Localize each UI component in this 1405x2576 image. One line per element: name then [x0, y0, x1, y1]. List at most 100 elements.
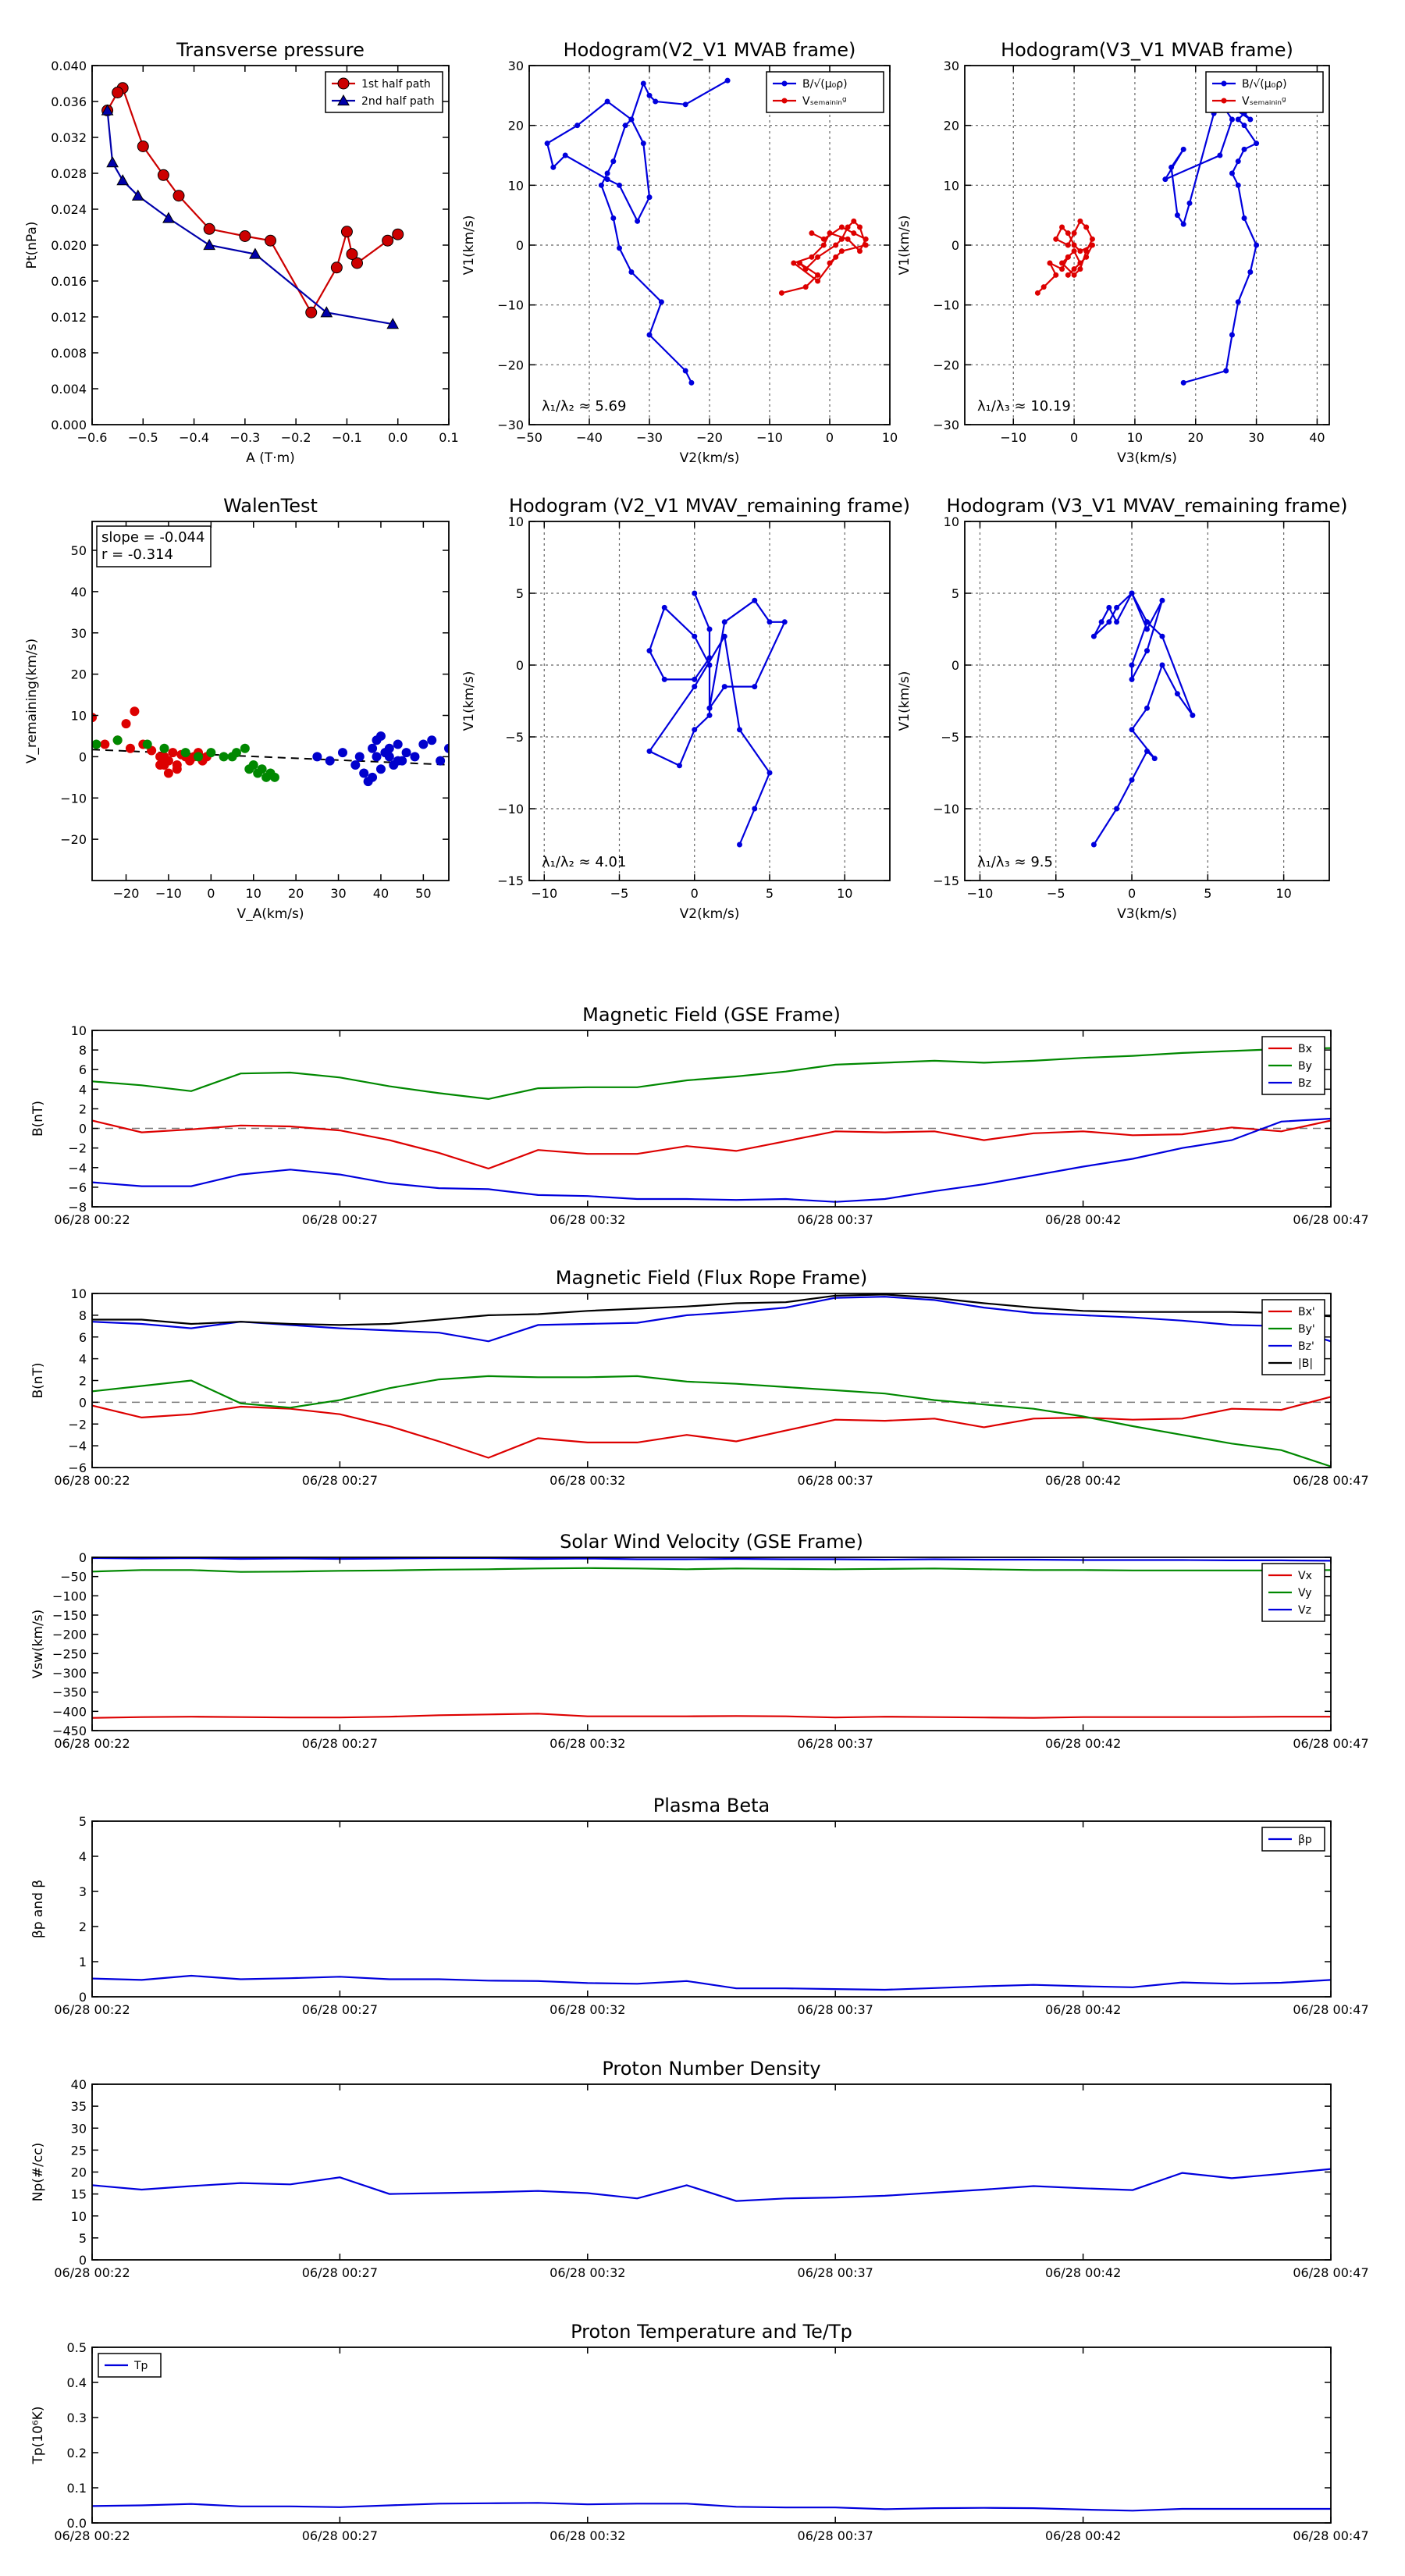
data-point — [781, 619, 788, 625]
x-tick-label: −0.2 — [281, 430, 311, 445]
y-tick-label: 2 — [79, 1920, 87, 1934]
y-tick-label: −10 — [497, 298, 524, 313]
chart-title: Proton Number Density — [602, 2058, 820, 2080]
y-tick-label: 0 — [79, 1550, 87, 1565]
data-point — [845, 224, 851, 230]
data-point — [845, 236, 851, 242]
scatter-point — [418, 739, 429, 749]
data-point — [1071, 230, 1077, 237]
data-point — [721, 684, 727, 690]
data-point — [640, 80, 646, 87]
series-bz--line — [92, 1296, 1331, 1343]
data-point — [1223, 368, 1229, 374]
y-tick-label: −350 — [52, 1685, 87, 1700]
data-point — [1229, 332, 1235, 338]
data-layer — [92, 1557, 1331, 1719]
scatter-point — [359, 768, 369, 778]
data-point — [646, 748, 653, 754]
x-tick-label: 06/28 00:42 — [1045, 1473, 1121, 1488]
scatter-point — [206, 748, 216, 758]
data-point — [617, 182, 622, 188]
x-tick-label: 10 — [1275, 886, 1291, 901]
x-tick-label: 06/28 00:42 — [1045, 2002, 1121, 2017]
scatter-point — [163, 768, 173, 778]
scatter-point — [244, 764, 254, 774]
series-vy-line — [92, 1567, 1331, 1573]
x-tick-label: −10 — [155, 886, 182, 901]
scatter-point — [375, 731, 386, 741]
data-layer — [92, 2502, 1331, 2512]
x-tick-label: 06/28 00:37 — [798, 1212, 873, 1227]
x-tick-label: 40 — [1309, 430, 1325, 445]
y-tick-label: 0.040 — [51, 59, 87, 73]
chart-proton_number_density: Proton Number Density 06/28 00:22 06/28 00… — [30, 2058, 1369, 2280]
data-point — [1241, 215, 1247, 221]
y-tick-label: −10 — [933, 802, 959, 817]
legend-marker — [781, 98, 788, 104]
data-point — [838, 248, 845, 254]
x-tick-label: 06/28 00:27 — [302, 2528, 378, 2543]
scatter-point — [142, 739, 152, 749]
x-tick-label: 06/28 00:42 — [1045, 1212, 1121, 1227]
scatter-point — [375, 764, 386, 774]
legend-label: 2nd half path — [361, 95, 435, 108]
x-tick-label: 06/28 00:32 — [550, 2528, 625, 2543]
data-point — [1065, 230, 1071, 237]
y-tick-label: 0 — [79, 1122, 87, 1137]
data-point — [692, 633, 698, 639]
data-point — [1083, 248, 1090, 254]
data-layer — [92, 1974, 1331, 1991]
y-tick-label: 2 — [79, 1101, 87, 1116]
y-tick-label: 30 — [71, 626, 87, 641]
x-tick-label: 06/28 00:27 — [302, 2265, 378, 2280]
y-tick-label: −400 — [52, 1704, 87, 1719]
x-tick-label: 20 — [288, 886, 304, 901]
x-tick-label: 06/28 00:42 — [1045, 2265, 1121, 2280]
data-point — [838, 236, 845, 242]
data-point — [1241, 123, 1247, 129]
x-tick-label: 0 — [691, 886, 699, 901]
series-b--line — [546, 80, 728, 383]
data-point — [1065, 272, 1071, 278]
data-point — [1159, 662, 1165, 668]
x-tick-label: 50 — [415, 886, 431, 901]
y-axis-label: V1(km/s) — [897, 671, 912, 731]
data-point — [1159, 633, 1165, 639]
scatter-point — [168, 748, 178, 758]
data-point — [737, 841, 742, 848]
data-point — [562, 152, 568, 158]
data-point — [1254, 242, 1260, 248]
data-point — [1077, 260, 1083, 266]
x-tick-label: 06/28 00:27 — [302, 1212, 378, 1227]
data-point — [610, 215, 617, 221]
data-point — [604, 170, 610, 176]
y-tick-label: 10 — [508, 178, 524, 193]
data-point — [1229, 170, 1235, 176]
data-point — [791, 260, 797, 266]
data-point — [1180, 221, 1186, 227]
y-tick-label: −15 — [497, 873, 524, 888]
y-tick-label: 0.016 — [51, 274, 87, 289]
x-tick-label: 30 — [1248, 430, 1264, 445]
x-tick-label: 30 — [330, 886, 346, 901]
data-point — [1144, 648, 1150, 654]
data-point — [646, 332, 653, 338]
data-point — [340, 226, 353, 238]
data-point — [653, 98, 659, 105]
data-point — [838, 224, 845, 230]
data-point — [809, 254, 815, 260]
y-tick-label: 10 — [508, 514, 524, 529]
y-tick-label: 0 — [79, 2253, 87, 2268]
scatter-point — [436, 756, 446, 766]
data-point — [1114, 806, 1120, 812]
plot-frame — [91, 2347, 1332, 2524]
y-tick-label: 0 — [79, 1990, 87, 2005]
y-tick-label: 30 — [944, 59, 959, 73]
data-point — [1053, 236, 1059, 242]
data-point — [752, 597, 758, 603]
y-tick-label: −10 — [60, 791, 87, 806]
x-tick-label: 06/28 00:27 — [302, 2002, 378, 2017]
x-axis-label: V3(km/s) — [1117, 906, 1177, 922]
